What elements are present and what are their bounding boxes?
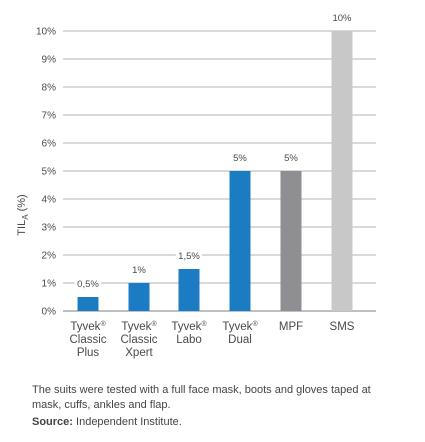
data-label-bg bbox=[131, 265, 147, 276]
bar bbox=[128, 283, 150, 311]
bar bbox=[331, 31, 353, 311]
source-text: Independent Institute. bbox=[72, 416, 182, 428]
category-label: Labo bbox=[176, 334, 202, 346]
footnote: The suits were tested with a full face m… bbox=[32, 384, 371, 411]
data-label: 1,5% bbox=[178, 251, 200, 262]
category-label: Dual bbox=[228, 334, 252, 346]
y-tick-label: 1% bbox=[42, 279, 57, 290]
data-label-bg bbox=[175, 251, 203, 262]
data-label: 10% bbox=[332, 13, 352, 24]
bar bbox=[77, 297, 99, 311]
bar bbox=[280, 171, 302, 311]
category-label: Tyvek® bbox=[171, 320, 207, 333]
category-label: Plus bbox=[77, 347, 100, 359]
source-line: Source: Independent Institute. bbox=[32, 416, 182, 428]
data-label: 5% bbox=[284, 153, 298, 164]
source-label: Source: bbox=[32, 416, 73, 428]
y-tick-label: 0% bbox=[42, 307, 57, 318]
y-tick-label: 4% bbox=[42, 195, 57, 206]
y-tick-label: 6% bbox=[42, 139, 57, 150]
data-label-bg bbox=[331, 13, 353, 24]
gridlines bbox=[63, 30, 376, 312]
bar-chart: 0% 1% 2% 3% 4% 5% 6% 7% 8% 9% 10% 0,5% 1% 1,5% 5% 5% 10… bbox=[16, 13, 376, 359]
y-tick-label: 10% bbox=[36, 27, 56, 38]
category-labels: Tyvek®ClassicPlusTyvek®ClassicXpertTyvek… bbox=[69, 320, 354, 359]
category-label: Tyvek® bbox=[70, 320, 106, 333]
data-label-bg bbox=[283, 153, 299, 164]
bar bbox=[229, 171, 251, 311]
data-label: 5% bbox=[233, 153, 247, 164]
category-label: Tyvek® bbox=[222, 320, 258, 333]
y-tick-label: 8% bbox=[42, 83, 57, 94]
category-label: Xpert bbox=[125, 347, 153, 359]
y-tick-label: 3% bbox=[42, 223, 57, 234]
category-label: MPF bbox=[279, 321, 303, 333]
category-label: Tyvek® bbox=[121, 320, 157, 333]
category-label: SMS bbox=[330, 321, 355, 333]
y-tick-labels: 0% 1% 2% 3% 4% 5% 6% 7% 8% 9% 10% bbox=[36, 27, 56, 318]
data-label-bg bbox=[74, 279, 102, 290]
data-label: 1% bbox=[132, 265, 146, 276]
y-tick-label: 7% bbox=[42, 111, 57, 122]
y-tick-label: 2% bbox=[42, 251, 57, 262]
category-label: Classic bbox=[120, 334, 157, 346]
category-label: Classic bbox=[69, 334, 106, 346]
bars bbox=[77, 31, 353, 311]
y-tick-label: 5% bbox=[42, 167, 57, 178]
y-tick-label: 9% bbox=[42, 55, 57, 66]
y-axis-label: TILA (%) bbox=[16, 194, 30, 235]
data-label: 0,5% bbox=[77, 279, 99, 290]
bar bbox=[178, 269, 200, 311]
data-label-bg bbox=[232, 153, 248, 164]
data-labels: 0,5% 1% 1,5% 5% 5% 10% bbox=[74, 13, 353, 290]
